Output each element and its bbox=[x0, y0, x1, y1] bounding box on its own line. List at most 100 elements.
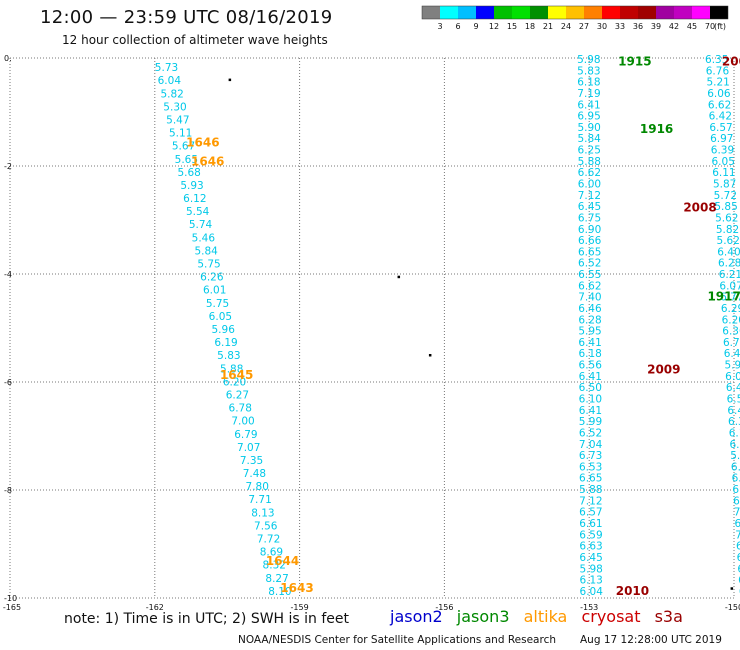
wave-height-value: 8.27 bbox=[265, 573, 288, 585]
wave-height-value: 6.57 bbox=[709, 122, 732, 134]
wave-height-value: 8.32 bbox=[263, 560, 286, 572]
colorbar-tick-label: 3 bbox=[437, 22, 442, 31]
wave-height-value: 6.17 bbox=[729, 427, 740, 439]
wave-height-value: 5.82 bbox=[160, 88, 183, 100]
wave-height-value: 7.12 bbox=[578, 190, 601, 202]
y-tick-label: -2 bbox=[4, 162, 12, 171]
wave-height-value: 6.62 bbox=[578, 280, 601, 292]
wave-height-value: 6.05 bbox=[209, 311, 232, 323]
wave-height-value: 5.93 bbox=[180, 180, 203, 192]
wave-height-value: 6.76 bbox=[706, 65, 730, 77]
y-tick-label: -8 bbox=[4, 486, 12, 495]
wave-height-value: 5.72 bbox=[714, 190, 737, 202]
wave-height-value: 6.18 bbox=[577, 77, 600, 89]
x-tick-label: -165 bbox=[3, 603, 21, 612]
wave-height-value: 5.97 bbox=[724, 360, 740, 372]
wave-height-value: 6.79 bbox=[234, 429, 257, 441]
wave-height-value: 6.67 bbox=[729, 439, 740, 451]
wave-height-value: 7.56 bbox=[254, 520, 278, 532]
colorbar-tick-label: 12 bbox=[489, 22, 499, 31]
colorbar-swatch bbox=[620, 6, 638, 19]
wave-height-value: 6.3 bbox=[739, 586, 740, 598]
wave-height-value: 6.65 bbox=[731, 461, 740, 473]
y-tick-label: 0. bbox=[4, 54, 12, 63]
wave-height-value: 6.40 bbox=[717, 246, 740, 258]
wave-height-value: 5.54 bbox=[186, 206, 210, 218]
wave-height-value: 6.73 bbox=[579, 450, 602, 462]
wave-height-value: 6.10 bbox=[579, 394, 602, 406]
wave-height-value: 6.52 bbox=[579, 427, 602, 439]
wave-height-value: 6.80 bbox=[735, 518, 740, 530]
wave-height-value: 6.04 bbox=[158, 75, 182, 87]
wave-height-value: 6.66 bbox=[578, 235, 602, 247]
colorbar-swatch bbox=[674, 6, 692, 19]
wave-height-value: 6.41 bbox=[578, 337, 601, 349]
wave-height-value: 6.50 bbox=[579, 382, 602, 394]
wave-height-value: 6.36 bbox=[722, 326, 740, 338]
wave-height-value: 6.25 bbox=[578, 145, 601, 157]
wave-height-value: 6.56 bbox=[579, 360, 603, 372]
wave-height-value: 6.52 bbox=[578, 258, 601, 270]
wave-height-value: 7.07 bbox=[237, 442, 260, 454]
wave-height-value: 6.18 bbox=[578, 348, 601, 360]
x-tick-label: -162 bbox=[146, 603, 164, 612]
wave-height-value: 5.62 bbox=[715, 212, 738, 224]
wave-height-value: 6.20 bbox=[223, 376, 246, 388]
wave-height-value: 6.41 bbox=[577, 99, 600, 111]
wave-height-value: 6.00 bbox=[578, 178, 601, 190]
wave-height-value: 6.45 bbox=[727, 405, 740, 417]
wave-height-value: 6.71 bbox=[733, 495, 740, 507]
wave-height-value: 6.21 bbox=[719, 269, 740, 281]
wave-height-value: 6.35 bbox=[705, 54, 728, 66]
colorbar-tick-label: 45 bbox=[687, 22, 697, 31]
x-tick-label: -156 bbox=[435, 603, 453, 612]
wave-height-value: 6.62 bbox=[578, 167, 601, 179]
wave-height-value: 6.63 bbox=[579, 541, 602, 553]
legend-jason3: jason3 bbox=[456, 607, 510, 626]
wave-height-value: 6.45 bbox=[579, 552, 602, 564]
wave-height-value: 5.96 bbox=[212, 324, 236, 336]
wave-height-value: 5.62 bbox=[717, 235, 740, 247]
wave-height-value: 5.88 bbox=[578, 156, 601, 168]
wave-height-value: 5.84 bbox=[194, 245, 218, 257]
colorbar-tick-label: 33 bbox=[615, 22, 625, 31]
wave-height-value: 6.53 bbox=[732, 484, 740, 496]
wave-height-value: 5.75 bbox=[206, 298, 229, 310]
wave-height-value: 6.42 bbox=[726, 382, 740, 394]
y-tick-label: -10 bbox=[4, 594, 17, 603]
colorbar-tick-label: 9 bbox=[473, 22, 478, 31]
wave-height-value: 5.88 bbox=[220, 363, 243, 375]
wave-height-value: 5.99 bbox=[579, 416, 602, 428]
wave-height-value: 5.87 bbox=[713, 178, 736, 190]
wave-height-value: 5.46 bbox=[192, 232, 216, 244]
colorbar-tick-label: 42 bbox=[669, 22, 679, 31]
wave-height-value: 6.12 bbox=[183, 193, 206, 205]
wave-height-value: 5.67 bbox=[172, 141, 195, 153]
wave-height-value: 6.41 bbox=[579, 371, 602, 383]
wave-height-value: 6.51 bbox=[737, 563, 740, 575]
wave-height-value: 5.95 bbox=[578, 326, 601, 338]
wave-height-value: 6.78 bbox=[229, 403, 252, 415]
wave-height-value: 6.20 bbox=[722, 314, 740, 326]
colorbar-swatch bbox=[512, 6, 530, 19]
wave-height-value: 7.35 bbox=[240, 455, 263, 467]
colorbar-tick-label: 27 bbox=[579, 22, 589, 31]
wave-height-value: 6.75 bbox=[578, 212, 601, 224]
wave-height-value: 5.83 bbox=[217, 350, 240, 362]
colorbar-tick-label: 39 bbox=[651, 22, 661, 31]
wave-height-value: 6.04 bbox=[580, 586, 604, 598]
colorbar-swatch bbox=[440, 6, 458, 19]
pass-time-label: 1916 bbox=[640, 122, 673, 136]
colorbar-tick-label: 15 bbox=[507, 22, 517, 31]
wave-height-value: 6.75 bbox=[723, 337, 740, 349]
wave-height-value: 7.23 bbox=[734, 507, 740, 519]
colorbar-swatch bbox=[494, 6, 512, 19]
wave-height-value: 6.28 bbox=[718, 258, 740, 270]
wave-height-value: 6.41 bbox=[579, 405, 602, 417]
wave-height-value: 5.47 bbox=[166, 114, 189, 126]
wave-height-value: 6.45 bbox=[578, 201, 601, 213]
colorbar-swatch bbox=[548, 6, 566, 19]
wave-height-value: 6.77 bbox=[720, 292, 740, 304]
wave-height-value: 5.68 bbox=[177, 167, 200, 179]
colorbar-tick-label: 21 bbox=[543, 22, 553, 31]
